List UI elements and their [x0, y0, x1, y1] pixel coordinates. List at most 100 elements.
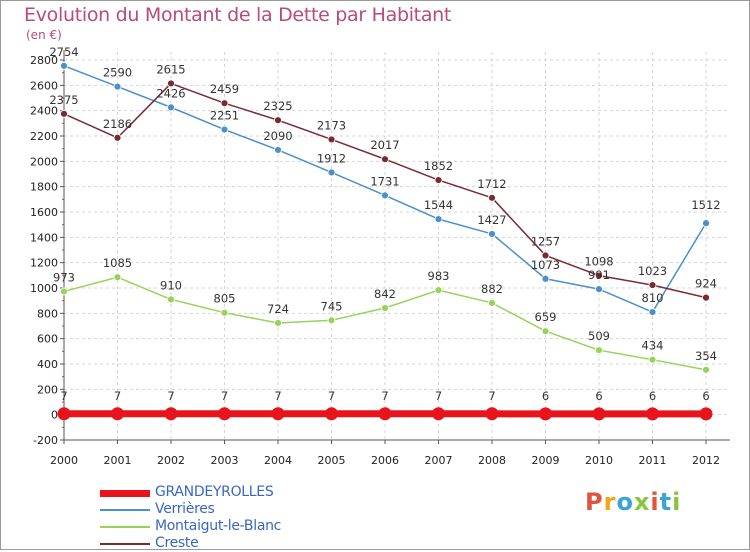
data-point-grandeyrolles [379, 407, 392, 420]
data-label-verri-res: 1427 [477, 213, 506, 227]
y-tick-label: 0 [51, 409, 58, 422]
data-point-montaigut-le-blanc [649, 356, 656, 363]
data-point-verri-res [489, 230, 496, 237]
data-label-grandeyrolles: 7 [488, 389, 495, 403]
legend-swatch [100, 526, 150, 528]
data-label-montaigut-le-blanc: 724 [267, 302, 289, 316]
y-tick-label: 1800 [30, 181, 58, 194]
data-point-verri-res [596, 286, 603, 293]
y-tick-label: -200 [33, 434, 58, 447]
data-point-creste [61, 110, 68, 117]
data-point-creste [328, 136, 335, 143]
data-label-verri-res: 1512 [691, 198, 720, 212]
x-tick-label: 2003 [211, 454, 239, 467]
x-tick-label: 2006 [371, 454, 399, 467]
legend-swatch [100, 543, 150, 545]
data-label-montaigut-le-blanc: 842 [374, 287, 396, 301]
data-label-montaigut-le-blanc: 805 [214, 292, 236, 306]
data-point-grandeyrolles [58, 407, 71, 420]
data-label-creste: 2325 [263, 99, 292, 113]
x-tick-label: 2000 [50, 454, 78, 467]
y-tick-label: 400 [37, 358, 58, 371]
data-point-montaigut-le-blanc [596, 347, 603, 354]
proxiti-logo: Proxiti [585, 488, 681, 516]
data-point-grandeyrolles [646, 407, 659, 420]
y-tick-label: 1200 [30, 257, 58, 270]
data-point-montaigut-le-blanc [61, 288, 68, 295]
data-point-grandeyrolles [165, 407, 178, 420]
data-point-verri-res [168, 104, 175, 111]
data-label-creste: 2375 [49, 93, 78, 107]
data-point-creste [382, 156, 389, 163]
data-label-montaigut-le-blanc: 910 [160, 278, 182, 292]
data-point-verri-res [114, 83, 121, 90]
data-point-verri-res [328, 169, 335, 176]
data-label-verri-res: 1073 [531, 258, 560, 272]
legend-label: Creste [155, 535, 198, 552]
y-tick-label: 2600 [30, 79, 58, 92]
y-tick-label: 200 [37, 383, 58, 396]
data-point-montaigut-le-blanc [703, 366, 710, 373]
data-point-montaigut-le-blanc [168, 296, 175, 303]
data-point-montaigut-le-blanc [489, 299, 496, 306]
data-label-creste: 1098 [584, 255, 613, 269]
x-tick-label: 2009 [532, 454, 560, 467]
x-tick-label: 2012 [692, 454, 720, 467]
data-label-creste: 2459 [210, 82, 239, 96]
data-point-montaigut-le-blanc [328, 317, 335, 324]
legend-swatch [100, 509, 150, 511]
data-label-creste: 1712 [477, 177, 506, 191]
data-label-verri-res: 1731 [370, 174, 399, 188]
data-point-grandeyrolles [486, 407, 499, 420]
data-label-verri-res: 2590 [103, 66, 132, 80]
y-tick-label: 1600 [30, 206, 58, 219]
data-point-verri-res [703, 220, 710, 227]
axes: -200020040060080010001200140016001800200… [30, 50, 730, 467]
data-label-montaigut-le-blanc: 745 [321, 299, 343, 313]
legend-label: Verrières [155, 501, 215, 518]
x-tick-label: 2010 [585, 454, 613, 467]
data-point-creste [275, 117, 282, 124]
x-tick-label: 2002 [157, 454, 185, 467]
data-point-creste [435, 177, 442, 184]
data-point-verri-res [61, 62, 68, 69]
data-label-verri-res: 2426 [156, 86, 185, 100]
data-label-grandeyrolles: 7 [328, 389, 335, 403]
data-point-grandeyrolles [593, 407, 606, 420]
data-label-creste: 1023 [638, 264, 667, 278]
data-label-grandeyrolles: 6 [542, 389, 549, 403]
data-label-grandeyrolles: 7 [221, 389, 228, 403]
data-point-verri-res [382, 192, 389, 199]
data-label-verri-res: 1544 [424, 198, 453, 212]
data-point-montaigut-le-blanc [435, 287, 442, 294]
data-label-grandeyrolles: 7 [60, 389, 67, 403]
legend-swatch [100, 490, 150, 497]
x-tick-label: 2007 [425, 454, 453, 467]
data-point-montaigut-le-blanc [114, 274, 121, 281]
data-point-grandeyrolles [218, 407, 231, 420]
x-tick-label: 2001 [104, 454, 132, 467]
x-tick-label: 2008 [478, 454, 506, 467]
y-tick-label: 2200 [30, 130, 58, 143]
data-label-creste: 2186 [103, 117, 132, 131]
data-point-creste [114, 134, 121, 141]
legend-label: GRANDEYROLLES [155, 484, 273, 501]
data-point-grandeyrolles [272, 407, 285, 420]
data-label-grandeyrolles: 7 [167, 389, 174, 403]
data-label-creste: 2017 [370, 138, 399, 152]
data-label-grandeyrolles: 6 [595, 389, 602, 403]
data-point-verri-res [435, 216, 442, 223]
x-tick-label: 2004 [264, 454, 292, 467]
y-tick-label: 2000 [30, 155, 58, 168]
data-point-verri-res [275, 146, 282, 153]
data-point-montaigut-le-blanc [221, 309, 228, 316]
x-tick-label: 2011 [639, 454, 667, 467]
data-label-verri-res: 1912 [317, 151, 346, 165]
data-label-montaigut-le-blanc: 1085 [103, 256, 132, 270]
data-point-grandeyrolles [111, 407, 124, 420]
data-point-montaigut-le-blanc [275, 319, 282, 326]
data-label-montaigut-le-blanc: 973 [53, 270, 75, 284]
data-point-verri-res [542, 275, 549, 282]
y-tick-label: 800 [37, 307, 58, 320]
data-label-creste: 924 [695, 277, 717, 291]
